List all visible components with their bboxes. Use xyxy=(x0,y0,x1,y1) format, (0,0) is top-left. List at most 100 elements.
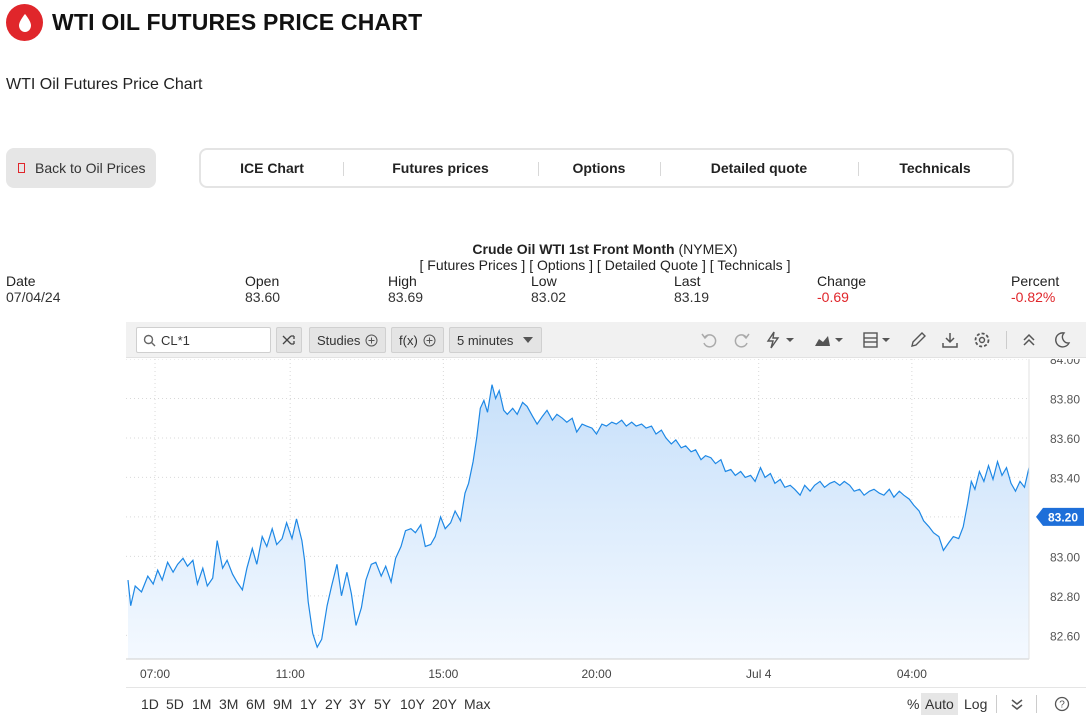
stat-value: 07/04/24 xyxy=(6,289,61,305)
download-icon[interactable] xyxy=(941,331,959,349)
range-10y[interactable]: 10Y xyxy=(400,696,425,712)
link-technicals[interactable]: Technicals xyxy=(717,257,783,273)
range-divider xyxy=(996,695,997,713)
exchange-label: (NYMEX) xyxy=(678,241,738,257)
functions-label: f(x) xyxy=(399,332,418,348)
chart-toolbar: Studies f(x) 5 minutes xyxy=(126,322,1086,358)
back-to-oil-prices-button[interactable]: Back to Oil Prices xyxy=(6,148,156,188)
expand-down-icon[interactable] xyxy=(1009,696,1025,712)
plus-circle-icon xyxy=(365,334,378,346)
studies-button[interactable]: Studies xyxy=(309,327,387,353)
settings-icon[interactable] xyxy=(973,331,991,349)
interval-select[interactable]: 5 minutes xyxy=(449,327,542,353)
lightning-icon[interactable] xyxy=(765,331,795,349)
instrument-name: Crude Oil WTI 1st Front Month xyxy=(472,241,675,257)
stat-label: Percent xyxy=(1011,273,1060,289)
y-tick-label: 83.40 xyxy=(1050,471,1080,485)
quote-links: [ Futures Prices ] [ Options ] [ Detaile… xyxy=(419,257,791,273)
stat-label: High xyxy=(388,273,417,289)
tab-futures-prices[interactable]: Futures prices xyxy=(343,150,538,186)
stat-label: Date xyxy=(6,273,36,289)
range-9m[interactable]: 9M xyxy=(273,696,293,712)
chart-type-icon[interactable] xyxy=(814,331,844,349)
studies-label: Studies xyxy=(317,332,361,348)
last-price-marker xyxy=(1036,507,1084,526)
x-tick-label: 07:00 xyxy=(140,667,170,681)
x-tick-label: 15:00 xyxy=(428,667,458,681)
y-tick-label: 82.60 xyxy=(1050,629,1080,643)
x-tick-label: 11:00 xyxy=(276,667,305,681)
stat-value: 83.19 xyxy=(674,289,710,305)
range-1m[interactable]: 1M xyxy=(192,696,212,712)
range-divider xyxy=(1036,695,1037,713)
dark-mode-icon[interactable] xyxy=(1053,331,1071,349)
plus-circle-icon xyxy=(423,334,436,346)
stat-low: Low 83.02 xyxy=(531,273,566,305)
quote-tabs: ICE Chart Futures prices Options Detaile… xyxy=(199,148,1014,188)
y-tick-label: 84.00 xyxy=(1050,359,1080,367)
stat-value: 83.60 xyxy=(245,289,281,305)
last-price-label: 83.20 xyxy=(1048,510,1078,524)
tab-detailed-quote[interactable]: Detailed quote xyxy=(660,150,858,186)
undo-icon[interactable] xyxy=(700,331,718,349)
range-1d[interactable]: 1D xyxy=(141,696,159,712)
stat-label: Last xyxy=(674,273,701,289)
page-title: WTI OIL FUTURES PRICE CHART xyxy=(52,9,423,35)
link-options[interactable]: Options xyxy=(537,257,586,273)
y-tick-label: 83.60 xyxy=(1050,432,1080,446)
tab-technicals[interactable]: Technicals xyxy=(858,150,1012,186)
stat-value: -0.69 xyxy=(817,289,849,305)
oil-drop-icon xyxy=(6,4,43,41)
range-bar: 1D 5D 1M 3M 6M 9M 1Y 2Y 3Y 5Y 10Y 20Y Ma… xyxy=(126,687,1086,719)
compare-icon xyxy=(282,335,295,345)
stat-date: Date 07/04/24 xyxy=(6,273,61,305)
symbol-search xyxy=(136,327,271,353)
percent-scale-button[interactable]: % xyxy=(907,696,920,712)
back-arrow-icon xyxy=(18,163,25,173)
y-tick-label: 82.80 xyxy=(1050,590,1080,604)
y-tick-label: 83.80 xyxy=(1050,392,1080,406)
x-tick-label: 04:00 xyxy=(897,667,927,681)
x-tick-label: 20:00 xyxy=(582,667,612,681)
range-max[interactable]: Max xyxy=(464,696,491,712)
stat-value: 83.69 xyxy=(388,289,424,305)
y-tick-label: 83.00 xyxy=(1050,550,1080,564)
stat-label: Low xyxy=(531,273,557,289)
stat-open: Open 83.60 xyxy=(245,273,280,305)
range-5d[interactable]: 5D xyxy=(166,696,184,712)
layout-icon[interactable] xyxy=(863,331,893,349)
range-1y[interactable]: 1Y xyxy=(300,696,318,712)
compare-button[interactable] xyxy=(276,327,302,353)
auto-scale-button[interactable]: Auto xyxy=(921,693,958,715)
search-icon xyxy=(143,334,156,346)
functions-button[interactable]: f(x) xyxy=(391,327,444,353)
tab-options[interactable]: Options xyxy=(538,150,660,186)
log-scale-button[interactable]: Log xyxy=(964,696,988,712)
quote-title: Crude Oil WTI 1st Front Month (NYMEX) xyxy=(0,241,1091,257)
interval-label: 5 minutes xyxy=(457,332,514,348)
range-3y[interactable]: 3Y xyxy=(349,696,367,712)
collapse-icon[interactable] xyxy=(1020,331,1038,349)
link-futures-prices[interactable]: Futures Prices xyxy=(427,257,518,273)
help-icon[interactable]: ? xyxy=(1054,696,1070,712)
price-area-fill xyxy=(128,384,1029,659)
redo-icon[interactable] xyxy=(733,331,751,349)
page-subtitle: WTI Oil Futures Price Chart xyxy=(6,76,203,93)
range-3m[interactable]: 3M xyxy=(219,696,239,712)
range-5y[interactable]: 5Y xyxy=(374,696,392,712)
stat-last: Last 83.19 xyxy=(674,273,709,305)
chart-widget: Studies f(x) 5 minutes xyxy=(126,322,1086,719)
range-6m[interactable]: 6M xyxy=(246,696,266,712)
symbol-input[interactable] xyxy=(161,332,261,348)
range-2y[interactable]: 2Y xyxy=(325,696,343,712)
x-tick-label: Jul 4 xyxy=(746,667,772,681)
price-chart[interactable]: 84.00 83.80 83.60 83.40 83.20 83.00 82.80 82.60… xyxy=(126,359,1086,685)
stat-percent: Percent -0.82% xyxy=(1011,273,1059,305)
range-20y[interactable]: 20Y xyxy=(432,696,457,712)
stat-value: 83.02 xyxy=(531,289,567,305)
draw-icon[interactable] xyxy=(909,331,927,349)
tab-ice-chart[interactable]: ICE Chart xyxy=(240,160,304,176)
link-detailed-quote[interactable]: Detailed Quote xyxy=(604,257,699,273)
stat-label: Change xyxy=(817,273,867,289)
stat-change: Change -0.69 xyxy=(817,273,866,305)
